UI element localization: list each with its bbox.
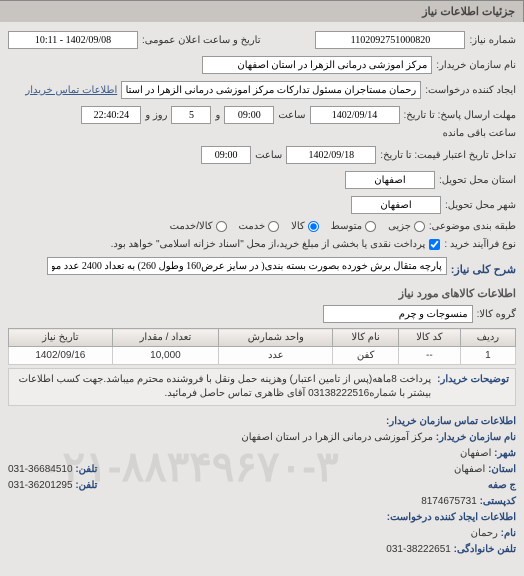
contact-link[interactable]: اطلاعات تماس خریدار <box>25 85 117 96</box>
validity-date-input[interactable] <box>286 146 376 164</box>
need-desc-input[interactable] <box>47 257 447 275</box>
remain-label1: و <box>215 110 220 121</box>
creator-input[interactable] <box>121 81 421 99</box>
goods-table: ردیف کد کالا نام کالا واحد شمارش تعداد /… <box>8 328 516 365</box>
radio-both[interactable]: کالا/خدمت <box>170 221 227 232</box>
radio-service-label: خدمت <box>239 221 266 232</box>
contact-name: رحمان <box>471 528 498 539</box>
deadline-time-input[interactable] <box>224 106 274 124</box>
radio-both-input[interactable] <box>216 221 227 232</box>
remain-label3: ساعت باقی مانده <box>443 128 516 139</box>
header-title: جزئیات اطلاعات نیاز <box>422 6 515 18</box>
buyer-desc-text: پرداخت 8ماهه(پس از تامین اعتبار) وهزینه … <box>15 373 431 401</box>
cell-unit: عدد <box>219 347 333 365</box>
radio-both-label: کالا/خدمت <box>170 221 213 232</box>
contact-city: اصفهان <box>460 448 491 459</box>
contact-phone3: 38222651-031 <box>386 544 451 555</box>
process-label: نوع فراآیند خرید : <box>444 239 516 250</box>
cell-row: 1 <box>460 347 515 365</box>
city-input[interactable] <box>351 196 441 214</box>
radio-service-input[interactable] <box>268 221 279 232</box>
cell-name: کفن <box>333 347 398 365</box>
need-desc-label: شرح کلی نیاز: <box>451 263 516 276</box>
deadline-time-label: ساعت <box>278 110 305 121</box>
radio-medium-input[interactable] <box>365 221 376 232</box>
buyer-desc-label: توضیحات خریدار: <box>437 373 509 401</box>
contact-org: مرکز آموزشی درمانی الزهرا در استان اصفها… <box>241 432 433 443</box>
city-label: شهر محل تحویل: <box>445 200 516 211</box>
buyer-desc-box: توضیحات خریدار: پرداخت 8ماهه(پس از تامین… <box>8 368 516 406</box>
goods-info-title: اطلاعات کالاهای مورد نیاز <box>8 287 516 300</box>
contact-creator2-label: اطلاعات ایجاد کننده درخواست: <box>8 510 516 526</box>
table-row: 1 -- کفن عدد 10,000 1402/09/16 <box>9 347 516 365</box>
th-qty: تعداد / مقدار <box>112 329 219 347</box>
contact-phone-label: تلفن: <box>75 464 97 475</box>
contact-section: اطلاعات تماس سازمان خریدار: نام سازمان خ… <box>8 414 516 558</box>
radio-medium[interactable]: متوسط <box>331 221 376 232</box>
public-date-input[interactable] <box>8 31 138 49</box>
public-date-label: تاریخ و ساعت اعلان عمومی: <box>142 35 261 46</box>
category-label: طبقه بندی موضوعی: <box>429 221 516 232</box>
contact-postal-label: کدپستی: <box>480 496 516 507</box>
form-container: شماره نیاز: تاریخ و ساعت اعلان عمومی: نا… <box>0 22 524 562</box>
th-code: کد کالا <box>398 329 460 347</box>
radio-partial-input[interactable] <box>414 221 425 232</box>
radio-medium-label: متوسط <box>331 221 362 232</box>
buyer-name-input[interactable] <box>202 56 432 74</box>
req-number-label: شماره نیاز: <box>469 35 516 46</box>
radio-goods-input[interactable] <box>308 221 319 232</box>
goods-group-label: گروه کالا: <box>477 309 516 320</box>
deadline-label: مهلت ارسال پاسخ: تا تاریخ: <box>404 110 516 121</box>
province-input[interactable] <box>345 171 435 189</box>
radio-partial-label: جزیی <box>388 221 411 232</box>
buyer-name-label: نام سازمان خریدار: <box>436 60 516 71</box>
contact-phone3-label: تلفن خانوادگی: <box>454 544 516 555</box>
creator-label: ایجاد کننده درخواست: <box>425 85 516 96</box>
table-header-row: ردیف کد کالا نام کالا واحد شمارش تعداد /… <box>9 329 516 347</box>
validity-time-label: ساعت <box>255 150 282 161</box>
validity-label: تداخل تاریخ اعتبار قیمت: تا تاریخ: <box>380 150 516 161</box>
process-desc: پرداخت نقدی یا بخشی از مبلغ خرید،از محل … <box>111 239 426 250</box>
validity-time-input[interactable] <box>201 146 251 164</box>
contact-fax2: 36201295-031 <box>8 480 73 491</box>
remain-time-input[interactable] <box>81 106 141 124</box>
page-header: جزئیات اطلاعات نیاز <box>0 0 524 22</box>
contact-province-label: استان: <box>488 464 516 475</box>
contact-title: اطلاعات تماس سازمان خریدار: <box>8 414 516 430</box>
req-number-input[interactable] <box>315 31 465 49</box>
deadline-date-input[interactable] <box>310 106 400 124</box>
radio-service[interactable]: خدمت <box>239 221 280 232</box>
radio-partial[interactable]: جزیی <box>388 221 425 232</box>
goods-group-input[interactable] <box>323 305 473 323</box>
radio-goods-label: کالا <box>291 221 305 232</box>
th-row: ردیف <box>460 329 515 347</box>
contact-fax2-label: تلفن: <box>75 480 97 491</box>
radio-goods[interactable]: کالا <box>291 221 319 232</box>
remain-label2: روز و <box>145 110 167 121</box>
category-radio-group: جزیی متوسط کالا خدمت کالا/خدمت <box>170 221 425 232</box>
contact-org-label: نام سازمان خریدار: <box>436 432 516 443</box>
cell-date: 1402/09/16 <box>9 347 113 365</box>
contact-city-label: شهر: <box>494 448 516 459</box>
th-name: نام کالا <box>333 329 398 347</box>
process-checkbox[interactable] <box>429 239 440 250</box>
cell-qty: 10,000 <box>112 347 219 365</box>
contact-province: اصفهان <box>454 464 485 475</box>
contact-name-label: نام: <box>501 528 516 539</box>
th-date: تاریخ نیاز <box>9 329 113 347</box>
th-unit: واحد شمارش <box>219 329 333 347</box>
remain-days-input[interactable] <box>171 106 211 124</box>
province-label: استان محل تحویل: <box>439 175 516 186</box>
cell-code: -- <box>398 347 460 365</box>
contact-phone: 36684510-031 <box>8 464 73 475</box>
contact-fax-label: ج صفه <box>488 480 516 491</box>
contact-postal: 8174675731 <box>421 496 477 507</box>
